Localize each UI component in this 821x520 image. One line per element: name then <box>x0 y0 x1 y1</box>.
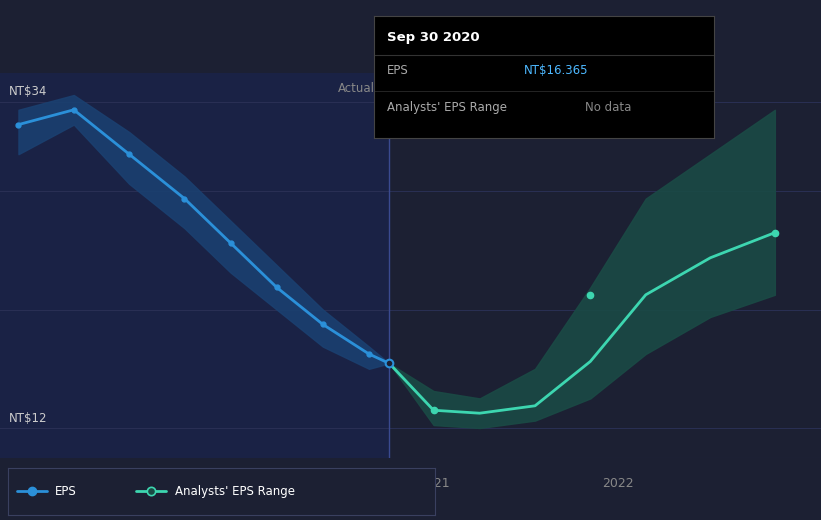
Text: NT$16.365: NT$16.365 <box>524 64 588 77</box>
Text: Analysts Forecasts: Analysts Forecasts <box>411 82 521 95</box>
Text: Sep 30 2020: Sep 30 2020 <box>388 32 479 45</box>
Text: EPS: EPS <box>388 64 409 77</box>
Text: Analysts' EPS Range: Analysts' EPS Range <box>175 485 295 498</box>
Text: Actual: Actual <box>337 82 374 95</box>
Text: Analysts' EPS Range: Analysts' EPS Range <box>388 101 507 114</box>
Text: 2022: 2022 <box>603 477 634 490</box>
Text: No data: No data <box>585 101 631 114</box>
Text: EPS: EPS <box>55 485 77 498</box>
Text: 2020: 2020 <box>233 477 265 490</box>
Text: NT$34: NT$34 <box>9 85 48 98</box>
Bar <box>0 73 389 458</box>
Text: NT$12: NT$12 <box>9 412 48 425</box>
Text: 2021: 2021 <box>418 477 449 490</box>
Text: 2019: 2019 <box>48 477 80 490</box>
